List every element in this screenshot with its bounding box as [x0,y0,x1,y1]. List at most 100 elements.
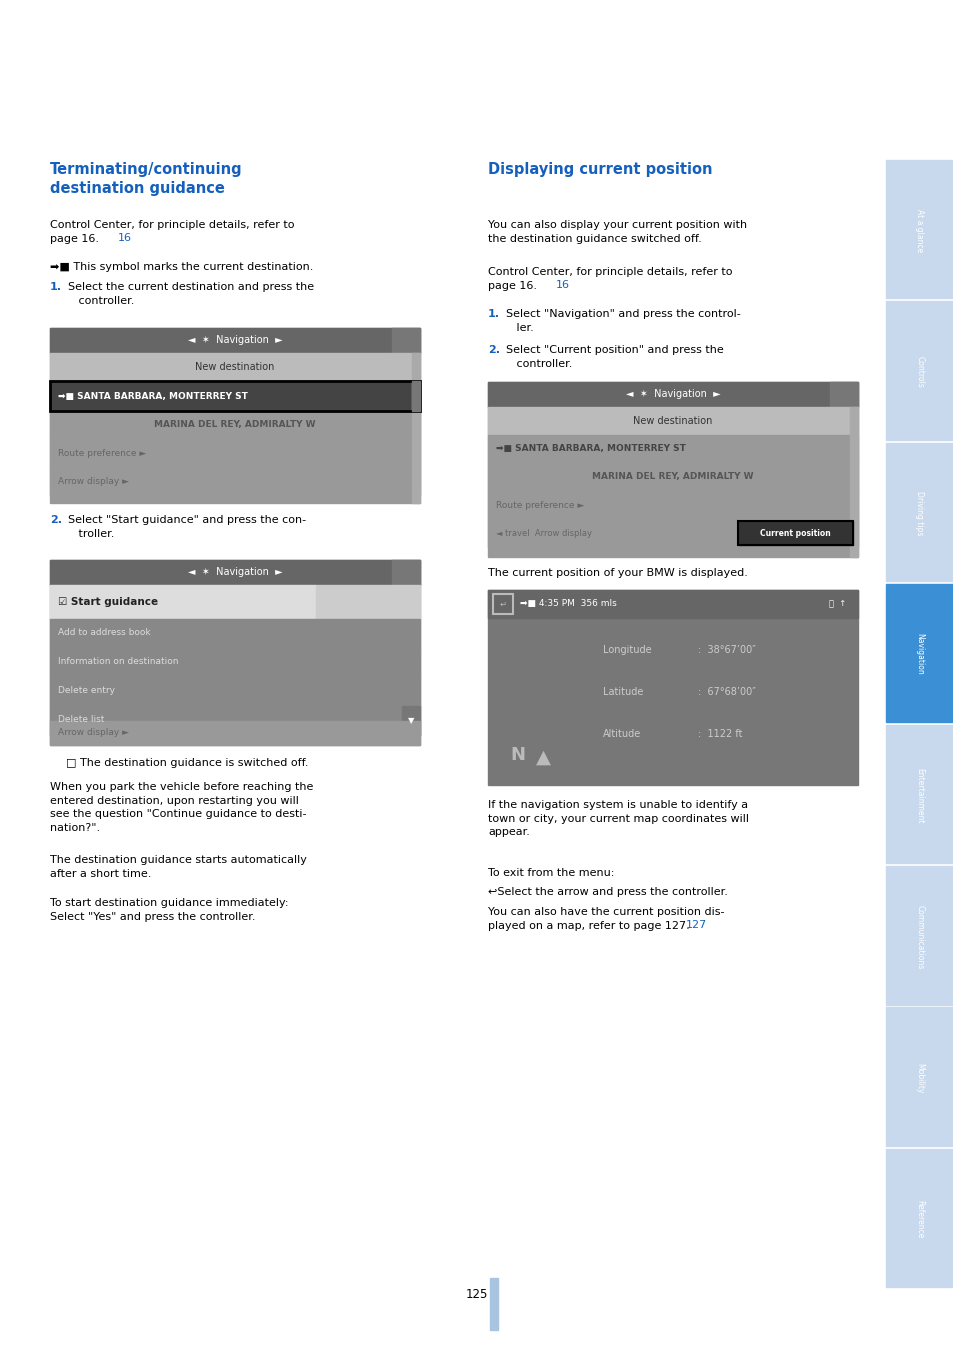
Bar [412,353,419,503]
Bar [50,561,419,585]
Text: ►: ► [845,528,852,538]
Bar [885,443,953,581]
Text: Navigation: Navigation [915,634,923,676]
Text: Add to address book: Add to address book [58,628,151,638]
Bar [885,159,953,299]
Bar [829,382,857,407]
Text: ↵: ↵ [499,600,506,608]
Bar [490,1278,497,1329]
Text: Longitude: Longitude [602,644,651,655]
Text: Route preference ►: Route preference ► [496,500,583,509]
Text: ➡■ SANTA BARBARA, MONTERREY ST: ➡■ SANTA BARBARA, MONTERREY ST [58,392,248,400]
Text: Delete list: Delete list [58,716,104,724]
Bar [50,411,419,439]
Text: Entertainment: Entertainment [915,767,923,824]
Text: Terminating/continuing
destination guidance: Terminating/continuing destination guida… [50,162,242,196]
Text: Delete entry: Delete entry [58,686,115,696]
Text: 16: 16 [118,232,132,243]
Text: Select "Start guidance" and press the con-
   troller.: Select "Start guidance" and press the co… [68,515,306,539]
Bar [50,585,316,619]
Text: ➡■ SANTA BARBARA, MONTERREY ST: ➡■ SANTA BARBARA, MONTERREY ST [496,444,685,454]
Text: Arrow display ►: Arrow display ► [58,477,129,485]
Bar [50,707,419,735]
Bar [50,721,419,744]
Bar [849,407,857,557]
Text: Mobility: Mobility [915,1063,923,1093]
Bar [493,594,513,613]
Text: Information on destination: Information on destination [58,658,178,666]
Text: 1.: 1. [488,309,499,319]
Text: 125: 125 [465,1289,488,1301]
Bar [885,866,953,1005]
Text: 127: 127 [685,920,706,929]
Text: To exit from the menu:: To exit from the menu: [488,867,614,878]
Text: ▼: ▼ [407,716,414,725]
Text: Route preference ►: Route preference ► [58,449,146,458]
Bar [885,725,953,863]
Text: Control Center, for principle details, refer to
page 16.: Control Center, for principle details, r… [488,267,732,290]
Text: 16: 16 [556,280,569,290]
Bar [50,561,419,744]
Text: New destination: New destination [633,416,712,426]
Bar [885,301,953,439]
Text: 2.: 2. [488,345,499,355]
Text: MARINA DEL REY, ADMIRALTY W: MARINA DEL REY, ADMIRALTY W [154,420,315,430]
Text: You can also display your current position with
the destination guidance switche: You can also display your current positi… [488,220,746,243]
Text: The current position of your BMW is displayed.: The current position of your BMW is disp… [488,567,747,578]
Text: You can also have the current position dis-
played on a map, refer to page 127.: You can also have the current position d… [488,907,723,931]
Bar [50,381,419,411]
Bar [885,584,953,721]
Text: N: N [510,746,525,765]
Bar [50,439,419,467]
Text: New destination: New destination [195,362,274,372]
Bar [392,561,419,585]
Text: Select "Current position" and press the
   controller.: Select "Current position" and press the … [505,345,723,369]
Text: Control Center, for principle details, refer to
page 16.: Control Center, for principle details, r… [50,220,294,243]
Text: ◄  ✶  Navigation  ►: ◄ ✶ Navigation ► [188,335,282,345]
Text: ◄  ✶  Navigation  ►: ◄ ✶ Navigation ► [188,567,282,577]
Text: Driving tips: Driving tips [915,490,923,535]
Text: Controls: Controls [915,355,923,388]
Bar [738,521,852,544]
Bar [316,585,419,619]
Bar [50,328,419,503]
Bar [488,490,857,519]
Text: :  67°68’00″: : 67°68’00″ [698,688,755,697]
Text: The destination guidance starts automatically
after a short time.: The destination guidance starts automati… [50,855,307,878]
Text: To start destination guidance immediately:
Select "Yes" and press the controller: To start destination guidance immediatel… [50,898,288,921]
Text: Select "Navigation" and press the control-
   ler.: Select "Navigation" and press the contro… [505,309,740,332]
Text: Latitude: Latitude [602,688,642,697]
Bar [885,1148,953,1288]
Bar [392,328,419,353]
Text: ⏰  ↑: ⏰ ↑ [828,600,845,608]
Text: If the navigation system is unable to identify a
town or city, your current map : If the navigation system is unable to id… [488,800,748,838]
Bar [885,1008,953,1146]
Text: Reference: Reference [915,1200,923,1239]
Bar [50,677,419,707]
Bar [50,619,419,648]
Bar [738,521,852,544]
Text: ➡■ 4:35 PM  356 mls: ➡■ 4:35 PM 356 mls [519,600,616,608]
Text: Communications: Communications [915,905,923,969]
Bar [488,519,857,547]
Text: 1.: 1. [50,282,62,292]
Text: MARINA DEL REY, ADMIRALTY W: MARINA DEL REY, ADMIRALTY W [592,473,753,481]
Bar [488,435,857,463]
Bar [488,407,857,435]
Bar [50,328,419,353]
Bar [488,382,857,557]
Bar [50,381,419,411]
Bar [488,590,857,785]
Text: ↩Select the arrow and press the controller.: ↩Select the arrow and press the controll… [488,888,727,897]
Text: Select the current destination and press the
   controller.: Select the current destination and press… [68,282,314,305]
Bar [488,463,857,490]
Text: □ The destination guidance is switched off.: □ The destination guidance is switched o… [66,758,308,767]
Text: At a glance: At a glance [915,209,923,253]
Bar [488,590,857,617]
Bar [50,467,419,494]
Text: Altitude: Altitude [602,730,640,739]
Text: ◄  ✶  Navigation  ►: ◄ ✶ Navigation ► [625,389,720,399]
Text: When you park the vehicle before reaching the
entered destination, upon restarti: When you park the vehicle before reachin… [50,782,313,832]
Text: :  1122 ft: : 1122 ft [698,730,741,739]
Bar [412,381,419,411]
